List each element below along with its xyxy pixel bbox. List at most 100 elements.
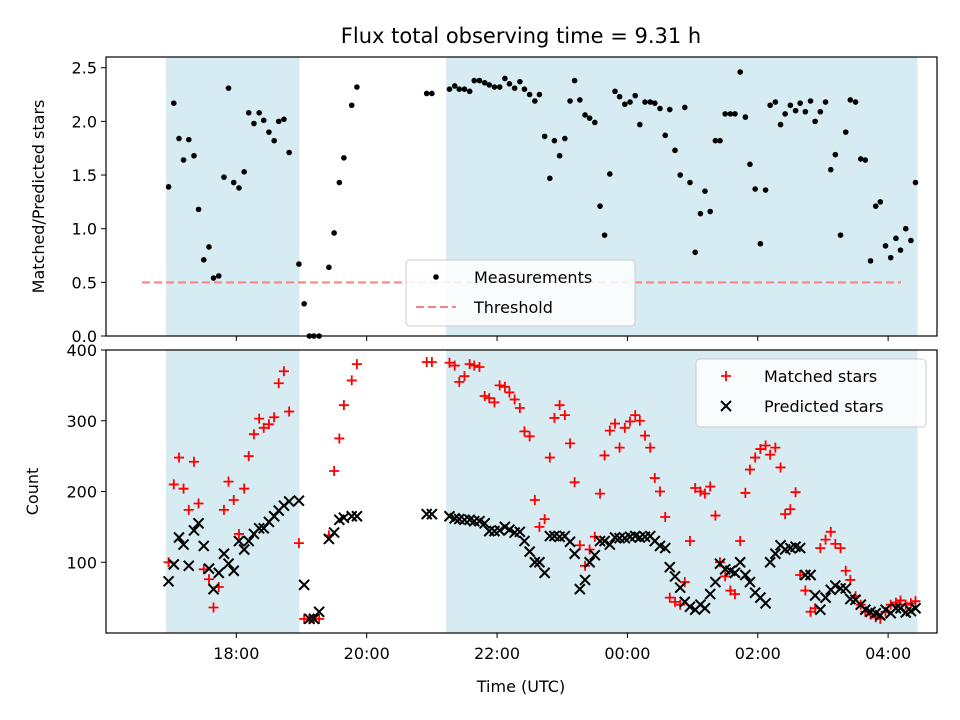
matched-star-point <box>479 390 490 401</box>
measurement-point <box>221 174 227 180</box>
measurement-point <box>747 161 753 168</box>
matched-star-point <box>790 487 801 498</box>
matched-star-point <box>684 536 695 547</box>
measurement-point <box>662 132 669 139</box>
legend-label: Threshold <box>473 298 553 317</box>
matched-star-point <box>720 571 731 582</box>
measurement-point <box>517 78 523 85</box>
matched-star-point <box>640 430 651 441</box>
measurement-point <box>882 243 889 249</box>
matched-star-point <box>504 387 515 398</box>
y-axis-label: Count <box>23 468 42 516</box>
measurement-point <box>807 98 814 104</box>
measurement-point <box>622 101 628 108</box>
y-tick-label: 300 <box>66 412 97 431</box>
measurement-point <box>526 91 533 98</box>
measurement-point <box>165 184 172 190</box>
matched-star-point <box>544 452 555 463</box>
measurement-point <box>601 232 608 238</box>
ratio-panel: 0.0 0.5 1.0 1.5 2.0 2.5 Matched/Predicted star… <box>29 56 938 346</box>
measurement-point <box>792 107 799 114</box>
measurement-point <box>772 99 779 105</box>
predicted-star-point <box>514 526 526 538</box>
predicted-star-point <box>468 515 480 527</box>
measurement-point <box>752 186 758 192</box>
y-tick-label: 200 <box>66 483 97 502</box>
measurement-point <box>256 110 262 116</box>
matched-star-point <box>208 602 219 613</box>
matched-star-point <box>529 494 540 505</box>
matched-star-point <box>168 479 179 490</box>
measurement-point <box>712 137 719 144</box>
predicted-star-point <box>834 582 847 595</box>
measurement-point <box>577 97 583 103</box>
predicted-star-point <box>188 524 200 537</box>
matched-star-point <box>514 403 525 414</box>
predicted-star-point <box>568 548 581 560</box>
predicted-star-point <box>819 591 832 604</box>
matched-star-point <box>825 526 836 537</box>
measurement-point <box>867 258 874 264</box>
measurement-point <box>176 135 182 142</box>
matched-star-point <box>770 442 781 453</box>
measurement-point <box>348 102 355 109</box>
matched-star-point <box>655 486 665 497</box>
matched-star-point <box>248 429 259 440</box>
predicted-star-point <box>664 561 676 573</box>
predicted-star-point <box>564 536 576 548</box>
measurement-point <box>651 100 658 106</box>
predicted-star-point <box>699 602 711 614</box>
matched-star-point <box>625 416 636 427</box>
matched-star-point <box>239 483 250 494</box>
x-tick-label: 02:00 <box>735 644 781 663</box>
matched-star-point <box>885 599 896 610</box>
measurement-point <box>496 84 503 90</box>
measurement-point <box>241 169 247 175</box>
matched-star-point <box>484 393 495 404</box>
measurement-point <box>341 155 347 161</box>
matched-star-point <box>519 426 530 437</box>
matched-star-point <box>314 613 325 624</box>
predicted-star-point <box>583 556 596 568</box>
measurement-point <box>521 86 528 92</box>
measurement-point <box>210 275 217 281</box>
predicted-star-point <box>533 556 546 568</box>
measurement-point <box>185 136 192 143</box>
measurement-point <box>727 111 734 117</box>
y-tick-label: 0.5 <box>72 273 97 292</box>
measurement-point <box>446 86 453 92</box>
legend-box <box>695 358 927 428</box>
measurement-point <box>586 115 593 121</box>
measurement-point <box>532 98 538 104</box>
matched-star-point <box>449 360 460 371</box>
matched-star-point <box>634 415 645 426</box>
legend-box <box>405 259 636 327</box>
measurement-point <box>877 199 884 205</box>
measurement-point <box>702 188 708 194</box>
measurement-point <box>717 137 723 144</box>
matched-star-point <box>569 477 580 488</box>
legend-marker-matched <box>721 371 731 381</box>
measurement-point <box>547 175 553 182</box>
predicted-star-point <box>769 548 782 560</box>
predicted-star-point <box>233 535 245 547</box>
predicted-star-point <box>704 588 716 600</box>
matched-star-point <box>729 589 740 600</box>
measurement-point <box>354 84 360 90</box>
predicted-star-point <box>794 542 806 554</box>
predicted-star-point <box>709 576 722 588</box>
predicted-star-point <box>659 542 671 554</box>
matched-star-point <box>610 418 621 429</box>
matched-star-point <box>780 509 791 520</box>
measurement-point <box>180 157 187 163</box>
measurement-point <box>582 112 588 118</box>
matched-star-point <box>346 375 357 386</box>
measurement-point <box>423 90 430 97</box>
measurement-point <box>461 86 468 92</box>
matched-star-point <box>660 511 671 522</box>
matched-star-point <box>815 543 826 554</box>
measurement-point <box>782 111 788 117</box>
matched-star-point <box>549 412 560 423</box>
measurement-point <box>597 203 603 209</box>
measurement-point <box>296 261 302 267</box>
